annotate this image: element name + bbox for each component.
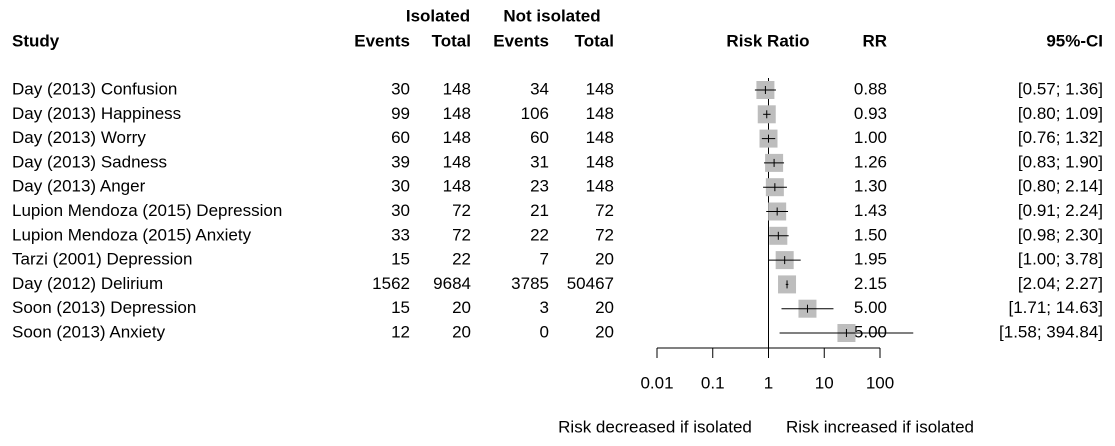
rr-label: 1.30 (854, 177, 887, 196)
events2: 3 (540, 298, 549, 317)
events1: 15 (391, 250, 410, 269)
ci-label: [0.98; 2.30] (1018, 225, 1103, 244)
events1: 33 (391, 225, 410, 244)
rr-label: 1.00 (854, 128, 887, 147)
header-plot: Risk Ratio (726, 31, 809, 50)
header-total: Total (432, 31, 471, 50)
rr-label: 1.50 (854, 225, 887, 244)
events2: 31 (530, 152, 549, 171)
study-label: Day (2013) Worry (12, 128, 146, 147)
events1: 30 (391, 177, 410, 196)
events2: 7 (540, 250, 549, 269)
rr-label: 0.93 (854, 104, 887, 123)
ci-label: [0.80; 1.09] (1018, 104, 1103, 123)
events1: 12 (391, 322, 410, 341)
ci-label: [0.91; 2.24] (1018, 201, 1103, 220)
total1: 72 (452, 225, 471, 244)
events1: 99 (391, 104, 410, 123)
rr-label: 0.88 (854, 79, 887, 98)
ci-label: [0.80; 2.14] (1018, 177, 1103, 196)
events2: 3785 (511, 274, 549, 293)
x-tick-label: 10 (815, 373, 834, 392)
events1: 15 (391, 298, 410, 317)
x-label-left: Risk decreased if isolated (558, 417, 752, 436)
total1: 72 (452, 201, 471, 220)
study-label: Tarzi (2001) Depression (12, 250, 192, 269)
total2: 148 (586, 79, 614, 98)
events1: 30 (391, 79, 410, 98)
events2: 22 (530, 225, 549, 244)
events1: 39 (391, 152, 410, 171)
total2: 20 (595, 298, 614, 317)
events2: 23 (530, 177, 549, 196)
x-tick-label: 100 (866, 373, 894, 392)
total2: 148 (586, 104, 614, 123)
study-label: Day (2013) Confusion (12, 79, 177, 98)
events1: 30 (391, 201, 410, 220)
study-label: Lupion Mendoza (2015) Depression (12, 201, 282, 220)
study-label: Lupion Mendoza (2015) Anxiety (12, 225, 252, 244)
header-events: Events (354, 31, 410, 50)
header-study: Study (12, 31, 60, 50)
events2: 0 (540, 322, 549, 341)
rr-label: 1.26 (854, 152, 887, 171)
events1: 60 (391, 128, 410, 147)
header-total: Total (575, 31, 614, 50)
total1: 22 (452, 250, 471, 269)
total1: 148 (443, 152, 471, 171)
total1: 148 (443, 177, 471, 196)
total1: 20 (452, 322, 471, 341)
ci-label: [0.83; 1.90] (1018, 152, 1103, 171)
header-group1: Isolated (406, 6, 470, 25)
header-rr: RR (862, 31, 887, 50)
ci-label: [1.71; 14.63] (1008, 298, 1103, 317)
header-events: Events (493, 31, 549, 50)
events1: 1562 (372, 274, 410, 293)
rr-label: 1.43 (854, 201, 887, 220)
study-label: Day (2013) Sadness (12, 152, 167, 171)
x-tick-label: 0.1 (701, 373, 725, 392)
rr-label: 2.15 (854, 274, 887, 293)
events2: 60 (530, 128, 549, 147)
ci-label: [0.76; 1.32] (1018, 128, 1103, 147)
study-label: Day (2012) Delirium (12, 274, 163, 293)
total1: 20 (452, 298, 471, 317)
study-label: Soon (2013) Anxiety (12, 322, 166, 341)
ci-label: [1.00; 3.78] (1018, 250, 1103, 269)
events2: 21 (530, 201, 549, 220)
total2: 148 (586, 128, 614, 147)
header-group2: Not isolated (503, 6, 600, 25)
x-tick-label: 1 (764, 373, 773, 392)
x-label-right: Risk increased if isolated (786, 417, 974, 436)
rr-label: 1.95 (854, 250, 887, 269)
header-ci: 95%-CI (1046, 31, 1103, 50)
total1: 148 (443, 128, 471, 147)
x-tick-label: 0.01 (640, 373, 673, 392)
study-label: Day (2013) Happiness (12, 104, 181, 123)
events2: 106 (521, 104, 549, 123)
total2: 72 (595, 225, 614, 244)
study-label: Day (2013) Anger (12, 177, 146, 196)
ci-label: [0.57; 1.36] (1018, 79, 1103, 98)
study-label: Soon (2013) Depression (12, 298, 196, 317)
total2: 72 (595, 201, 614, 220)
total2: 148 (586, 152, 614, 171)
total2: 20 (595, 250, 614, 269)
events2: 34 (530, 79, 549, 98)
total1: 9684 (433, 274, 471, 293)
total1: 148 (443, 104, 471, 123)
ci-label: [2.04; 2.27] (1018, 274, 1103, 293)
total2: 148 (586, 177, 614, 196)
total2: 50467 (567, 274, 614, 293)
ci-label: [1.58; 394.84] (999, 322, 1103, 341)
total2: 20 (595, 322, 614, 341)
rr-label: 5.00 (854, 298, 887, 317)
total1: 148 (443, 79, 471, 98)
